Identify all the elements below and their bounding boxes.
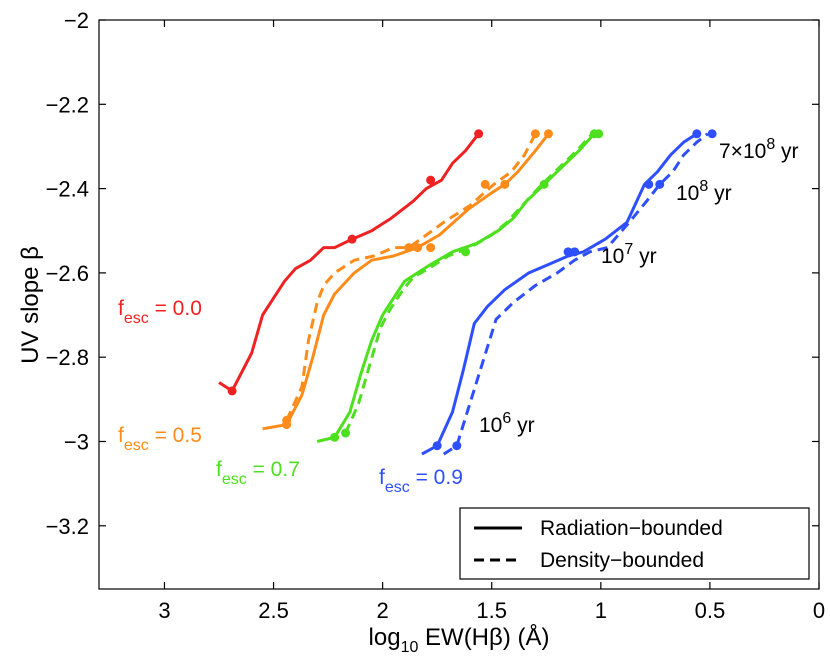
legend-label-radiation: Radiation−bounded [540,517,723,540]
series-layer [218,129,717,456]
label-age-7e8: 7×108 yr [719,136,799,163]
series-marker [426,243,436,253]
series-marker [432,441,442,451]
series-marker [330,432,340,442]
x-tick-label: 1 [595,598,607,623]
series-line [344,132,599,434]
y-axis-title: UV slope β [17,246,44,364]
x-tick-label: 0.5 [695,598,726,623]
x-tick-label: 2 [377,598,389,623]
series-marker [655,179,665,189]
series-marker [413,243,423,253]
series-marker [563,247,573,257]
y-tick-label: −2.6 [46,261,89,286]
x-tick-label: 3 [158,598,170,623]
label-fesc-0.5: fesc = 0.5 [118,424,202,454]
series-marker [500,179,510,189]
legend-label-density: Density−bounded [540,549,704,572]
label-fesc-0.9: fesc = 0.9 [379,466,463,496]
series-marker [480,179,490,189]
label-age-1e6: 106 yr [479,410,535,437]
series-marker [282,415,292,425]
y-tick-label: −3.2 [46,514,89,539]
series-marker [707,129,717,139]
x-tick-label: 0 [813,598,825,623]
series-marker [404,243,414,253]
series-marker [227,386,237,396]
series-marker [347,234,357,244]
plot-frame [98,19,820,590]
label-fesc-0.7: fesc = 0.7 [216,458,300,488]
series-line [442,132,709,456]
x-tick-label: 1.5 [476,598,507,623]
label-age-1e8: 108 yr [676,178,732,205]
y-tick-label: −2.2 [46,92,89,117]
y-tick-label: −3 [64,429,89,454]
label-age-1e7: 107 yr [601,241,657,268]
x-tick-label: 2.5 [258,598,289,623]
series-marker [426,175,436,185]
legend-box [459,507,810,580]
y-tick-label: −2 [64,8,89,33]
series-marker [530,129,540,139]
series-marker [341,428,351,438]
x-axis-title: log10 EW(Hβ) (Å) [369,623,550,656]
series-marker [570,247,580,257]
series-line [262,132,550,431]
series-marker [644,179,654,189]
legend: Radiation−bounded Density−bounded [459,507,810,580]
label-fesc-0.0: fesc = 0.0 [118,297,202,327]
y-tick-label: −2.4 [46,177,89,202]
series-marker [452,441,462,451]
y-tick-label: −2.8 [46,345,89,370]
axis-ticks: 3 2.5 2 1.5 1 0.5 0 −2 −2.2 −2.4 −2.6 −2.8 −3 −3.2 [46,8,826,623]
series-marker [474,129,484,139]
series-marker [594,129,604,139]
series-marker [692,129,702,139]
series-line [218,132,480,393]
series-marker [543,129,553,139]
series-line [421,132,698,456]
